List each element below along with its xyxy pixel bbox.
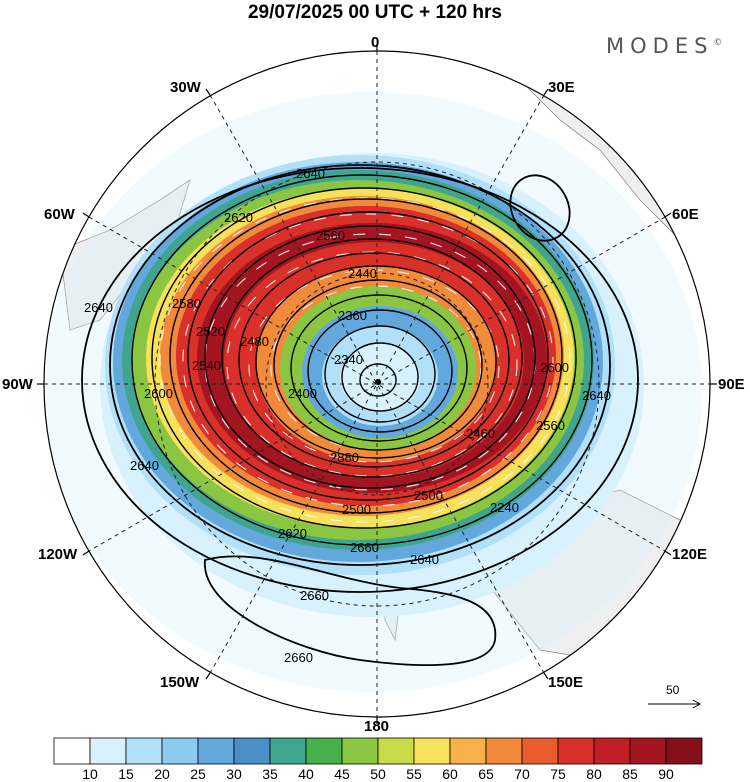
colorbar-label: 15 (118, 766, 134, 782)
lon-label-150w: 150W (160, 674, 200, 691)
colorbar-label: 35 (262, 766, 278, 782)
colorbar-label: 45 (334, 766, 350, 782)
colorbar-swatch (629, 737, 667, 765)
lon-label-60e: 60E (672, 206, 699, 223)
colorbar-swatch (665, 737, 703, 765)
colorbar-label: 50 (370, 766, 386, 782)
contour-label: 2660 (284, 650, 313, 665)
contour-label: 2520 (196, 324, 225, 339)
colorbar-label: 65 (478, 766, 494, 782)
colorbar-swatch (125, 737, 163, 765)
contour-label: 2660 (350, 540, 379, 555)
lon-label-60w: 60W (44, 206, 75, 223)
vector-scale-arrow (648, 699, 702, 709)
colorbar-label: 55 (406, 766, 422, 782)
colorbar-swatch (197, 737, 235, 765)
contour-label: 2560 (536, 418, 565, 433)
lon-label-30e: 30E (548, 79, 575, 96)
lon-label-120w: 120W (38, 546, 78, 563)
contour-label: 2640 (296, 166, 325, 181)
contour-label: 2880 (330, 450, 359, 465)
colorbar-label: 40 (298, 766, 314, 782)
colorbar-swatch (485, 737, 523, 765)
contour-label: 2580 (172, 296, 201, 311)
contour-label: 2640 (84, 300, 113, 315)
lon-label-120e: 120E (672, 546, 708, 563)
colorbar-swatch (413, 737, 451, 765)
colorbar-label: 20 (154, 766, 170, 782)
modes-logo: MODES© (606, 34, 722, 58)
colorbar-label: 30 (226, 766, 242, 782)
colorbar-swatch (521, 737, 559, 765)
contour-labels: 2640 2620 2560 2440 2580 2480 2520 2360 … (84, 166, 611, 665)
contour-label: 2500 (342, 502, 371, 517)
colorbar-swatch (305, 737, 343, 765)
contour-label: 2360 (338, 308, 367, 323)
contour-label: 2340 (334, 352, 363, 367)
lon-label-180: 180 (364, 718, 390, 735)
lon-label-90w: 90W (2, 376, 33, 393)
lon-label-0: 0 (371, 34, 380, 51)
contour-label: 2600 (540, 360, 569, 375)
contour-label: 2480 (240, 334, 269, 349)
vector-scale-label: 50 (666, 683, 680, 697)
lon-label-150e: 150E (548, 674, 584, 691)
contour-label: 2620 (224, 210, 253, 225)
colorbar-label: 85 (622, 766, 638, 782)
colorbar-swatch (53, 737, 91, 765)
contour-label: 2440 (348, 266, 377, 281)
graticule (44, 51, 710, 717)
colorbar-label: 90 (658, 766, 674, 782)
colorbar-swatch (593, 737, 631, 765)
contour-label: 2500 (414, 488, 443, 503)
colorbar-swatch (89, 737, 127, 765)
boundary-ticks (37, 44, 717, 724)
pole-marker (375, 379, 381, 385)
colorbar-swatch (557, 737, 595, 765)
contour-label: 2620 (278, 526, 307, 541)
contour-label: 2640 (582, 388, 611, 403)
contour-label: 2640 (130, 458, 159, 473)
contour-label: 2240 (490, 500, 519, 515)
map-title: 29/07/2025 00 UTC + 120 hrs (247, 2, 503, 23)
contour-label: 2660 (300, 588, 329, 603)
copyright-mark: © (713, 38, 723, 48)
height-contours (81, 164, 639, 666)
lon-label-30w: 30W (170, 79, 201, 96)
colorbar-swatch (377, 737, 415, 765)
brand-name: MODES (606, 34, 714, 58)
colorbar-label: 80 (586, 766, 602, 782)
colorbar-label: 70 (514, 766, 530, 782)
colorbar-label: 10 (82, 766, 98, 782)
colorbar-swatch (449, 737, 487, 765)
contour-label: 2540 (192, 358, 221, 373)
colorbar-label: 25 (190, 766, 206, 782)
contour-label: 2400 (288, 386, 317, 401)
colorbar-label: 60 (442, 766, 458, 782)
colorbar-label: 75 (550, 766, 566, 782)
colorbar-swatch (161, 737, 199, 765)
colorbar-swatch (233, 737, 271, 765)
colorbar-swatch (269, 737, 307, 765)
contour-label: 2560 (316, 228, 345, 243)
contour-label: 2460 (466, 426, 495, 441)
contour-label: 2640 (410, 552, 439, 567)
colorbar-swatch (341, 737, 379, 765)
contour-label: 2600 (144, 386, 173, 401)
lon-label-90e: 90E (718, 376, 745, 393)
colorbar: 10 15 20 25 30 35 40 45 50 55 60 65 70 75 80 85 90 (53, 737, 703, 782)
